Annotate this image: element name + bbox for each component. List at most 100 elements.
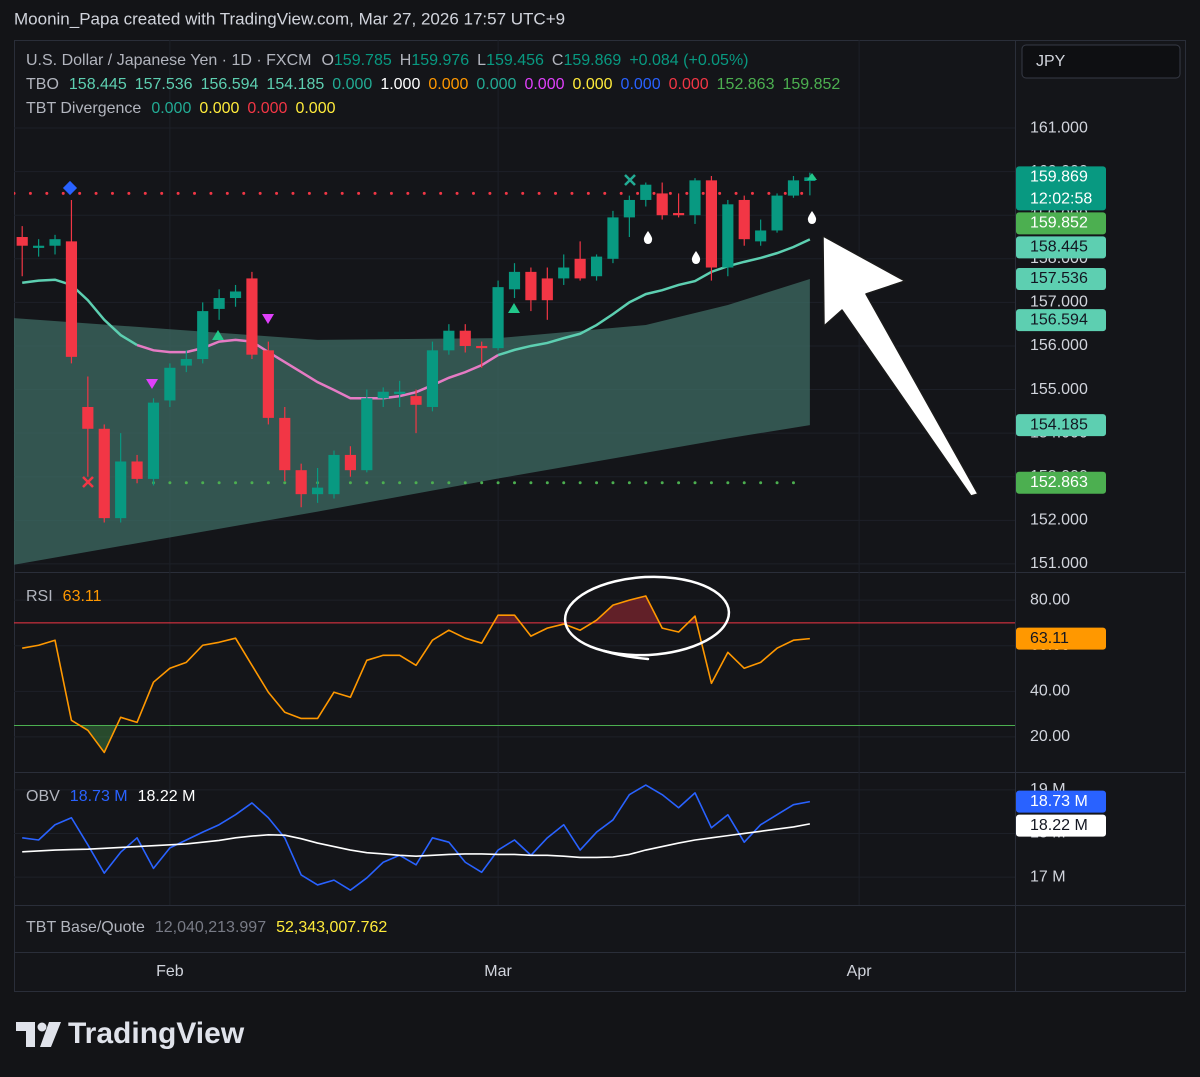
legend-text: 0.000 [621, 76, 661, 93]
candle-body [98, 428, 110, 519]
candle-body [377, 391, 389, 399]
scale-badge [1016, 790, 1106, 813]
x-tick-label: Apr [847, 963, 873, 980]
pane [14, 595, 1015, 754]
candle-body [410, 396, 422, 405]
legend-text: 152.863 [717, 76, 775, 93]
candle-body [787, 180, 800, 196]
candle-body [722, 204, 734, 268]
legend-text: 18.73 M [70, 788, 128, 805]
legend-text: 0.000 [247, 100, 287, 117]
candle-body [476, 345, 488, 349]
y-tick-label: 80.00 [1030, 591, 1070, 608]
candle-body [82, 406, 94, 429]
logo-mark [16, 1022, 35, 1047]
x-marker [624, 174, 636, 186]
candle-body [262, 350, 274, 418]
drop-marker [643, 231, 653, 244]
scale-badge [1016, 166, 1106, 211]
candle-body [147, 402, 160, 479]
legend-text: 52,343,007.762 [276, 919, 387, 936]
legend-text: 0.000 [573, 76, 613, 93]
legend-text: TBT Base/Quote [26, 919, 145, 936]
badge-label: 158.445 [1030, 239, 1088, 256]
badge-layer: 159.869 12:02:58 159.852 158.445 157.536 156.… [1016, 166, 1106, 837]
y-tick-label: 40.00 [1030, 683, 1070, 700]
scale-badge [1016, 236, 1106, 259]
x-marker [82, 476, 94, 488]
legend-text: TBT Divergence [26, 100, 141, 117]
candle-body [541, 278, 553, 301]
y-tick-label: 151.000 [1030, 555, 1088, 572]
indicator-line [22, 595, 810, 754]
candle-body [229, 291, 242, 299]
scale-badge [1016, 309, 1106, 332]
candle-body [492, 287, 504, 349]
legend-text: 0.000 [476, 76, 516, 93]
hand-drawn-stroke [602, 649, 650, 661]
legend-text: 0.000 [332, 76, 372, 93]
scale-badge [1016, 212, 1106, 235]
legend-text: L [477, 52, 486, 69]
plot-layer: 151.000152.000153.000154.000155.000156.0… [14, 40, 1106, 980]
candle-body [689, 180, 701, 216]
candle-body [525, 271, 537, 301]
badge-label: 18.22 M [1030, 817, 1088, 834]
candle-body [771, 195, 783, 231]
signal-markers [62, 173, 817, 488]
legend-text: 1.000 [380, 76, 420, 93]
currency-label[interactable]: JPY [1036, 53, 1066, 70]
data-layer [14, 172, 1015, 891]
candle-body [246, 278, 258, 355]
y-tick-label: 20.00 [1030, 728, 1070, 745]
candle-body [508, 271, 521, 290]
scale-badge [1016, 471, 1106, 494]
legend-text: 156.594 [201, 76, 259, 93]
candle-body [213, 298, 225, 309]
credit-line: Moonin_Papa created with TradingView.com… [14, 9, 565, 28]
y-tick-label: 17 M [1030, 868, 1066, 885]
y-tick-label: 152.000 [1030, 512, 1088, 529]
currency-button-frame[interactable] [1021, 44, 1181, 79]
zone-fill [80, 725, 117, 753]
candle-body [65, 241, 78, 357]
candle-body [755, 230, 767, 242]
zone-fill [493, 595, 697, 623]
legend-text: 158.445 [69, 76, 127, 93]
candle-body [49, 239, 61, 246]
brand-logo: TradingView [16, 1017, 245, 1050]
legend-text: U.S. Dollar / Japanese Yen · 1D · FXCM [26, 52, 311, 69]
badge-label: 157.536 [1030, 270, 1088, 287]
logo-mark [37, 1022, 47, 1032]
x-tick-label: Feb [156, 963, 184, 980]
scale-badge [1016, 627, 1106, 650]
legend-text: 0.000 [524, 76, 564, 93]
pane [14, 172, 816, 565]
candle-body [164, 367, 176, 401]
candle-body [623, 199, 635, 218]
drop-marker [691, 251, 701, 264]
logo-mark [40, 1022, 61, 1047]
badge-label: 156.594 [1030, 311, 1088, 328]
candle-body [459, 330, 471, 346]
legend-text: 18.22 M [138, 788, 196, 805]
hand-drawn-arrow [822, 235, 979, 497]
candle-body [738, 199, 750, 240]
candle-body [558, 267, 570, 279]
candle-body [197, 311, 209, 360]
drop-marker [807, 211, 817, 224]
scale-badge [1016, 814, 1106, 837]
legend-text: 12,040,213.997 [155, 919, 266, 936]
legend-text: +0.084 (+0.05%) [629, 52, 748, 69]
y-tick-label: 161.000 [1030, 119, 1088, 136]
triangle-down-marker [262, 314, 274, 324]
legend-text: O [321, 52, 333, 69]
y-tick-label: 157.000 [1030, 294, 1088, 311]
indicator-line [22, 823, 811, 859]
candle-body [180, 359, 192, 366]
candle-body [16, 237, 28, 246]
legend-text: 157.536 [135, 76, 193, 93]
currency-button[interactable]: JPY [1021, 44, 1181, 79]
badge-label: 154.185 [1030, 416, 1088, 433]
candle-body [33, 245, 45, 248]
